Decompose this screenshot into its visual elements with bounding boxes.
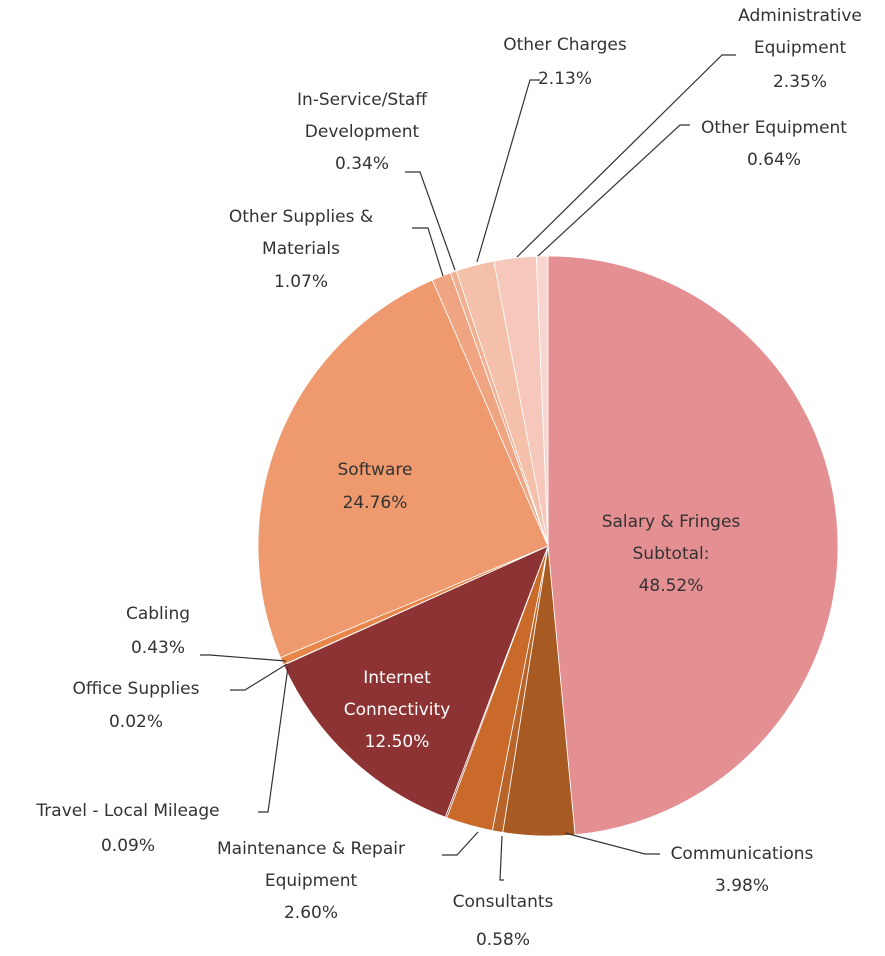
slice-label: Office Supplies (72, 679, 200, 699)
value-label: 0.02% (108, 712, 163, 732)
value-label: 2.60% (283, 903, 338, 923)
leader-line (442, 831, 479, 856)
slice-label: Other Equipment (701, 118, 847, 138)
leader-line (405, 171, 456, 271)
slice-label: Maintenance & Repair Equipment (217, 839, 405, 891)
slice-label: Administrative Equipment (738, 6, 862, 58)
leader-line (537, 124, 690, 257)
value-label: 24.76% (342, 493, 408, 513)
value-label: 48.52% (638, 576, 704, 596)
value-label: 0.34% (334, 154, 389, 174)
leader-lines (200, 54, 736, 881)
value-label: 0.43% (130, 638, 185, 658)
value-label: 3.98% (714, 876, 769, 896)
value-label: 0.09% (100, 836, 155, 856)
leader-line (476, 79, 540, 263)
slice-label: Cabling (125, 604, 191, 624)
value-label: 0.58% (475, 930, 530, 950)
value-label: 1.07% (273, 272, 328, 292)
slice-label: Software (337, 460, 413, 480)
value-label: 0.64% (746, 150, 801, 170)
pie-slice (283, 545, 549, 818)
leader-line (499, 835, 504, 881)
pie-slice (547, 255, 839, 836)
leader-line (200, 654, 287, 662)
slice-label: In-Service/Staff Development (296, 90, 428, 142)
leader-line (230, 663, 288, 691)
value-label: 2.13% (537, 69, 592, 89)
slice-label: Consultants (452, 892, 554, 912)
slice-label: Salary & Fringes Subtotal: (601, 512, 741, 564)
leader-line (564, 832, 660, 855)
value-label: 12.50% (364, 732, 430, 752)
slice-label: Internet Connectivity (343, 668, 451, 720)
leader-line (412, 227, 444, 277)
slice-label: Travel - Local Mileage (36, 801, 220, 821)
pie-slice (535, 255, 549, 547)
slices (257, 255, 839, 837)
slice-label: Other Supplies & Materials (228, 207, 374, 259)
slice-label: Other Charges (503, 35, 627, 55)
leader-line (516, 54, 736, 258)
slice-label: Communications (670, 844, 814, 864)
leader-line (258, 666, 289, 813)
pie-slice (257, 279, 549, 659)
value-label: 2.35% (772, 72, 827, 92)
